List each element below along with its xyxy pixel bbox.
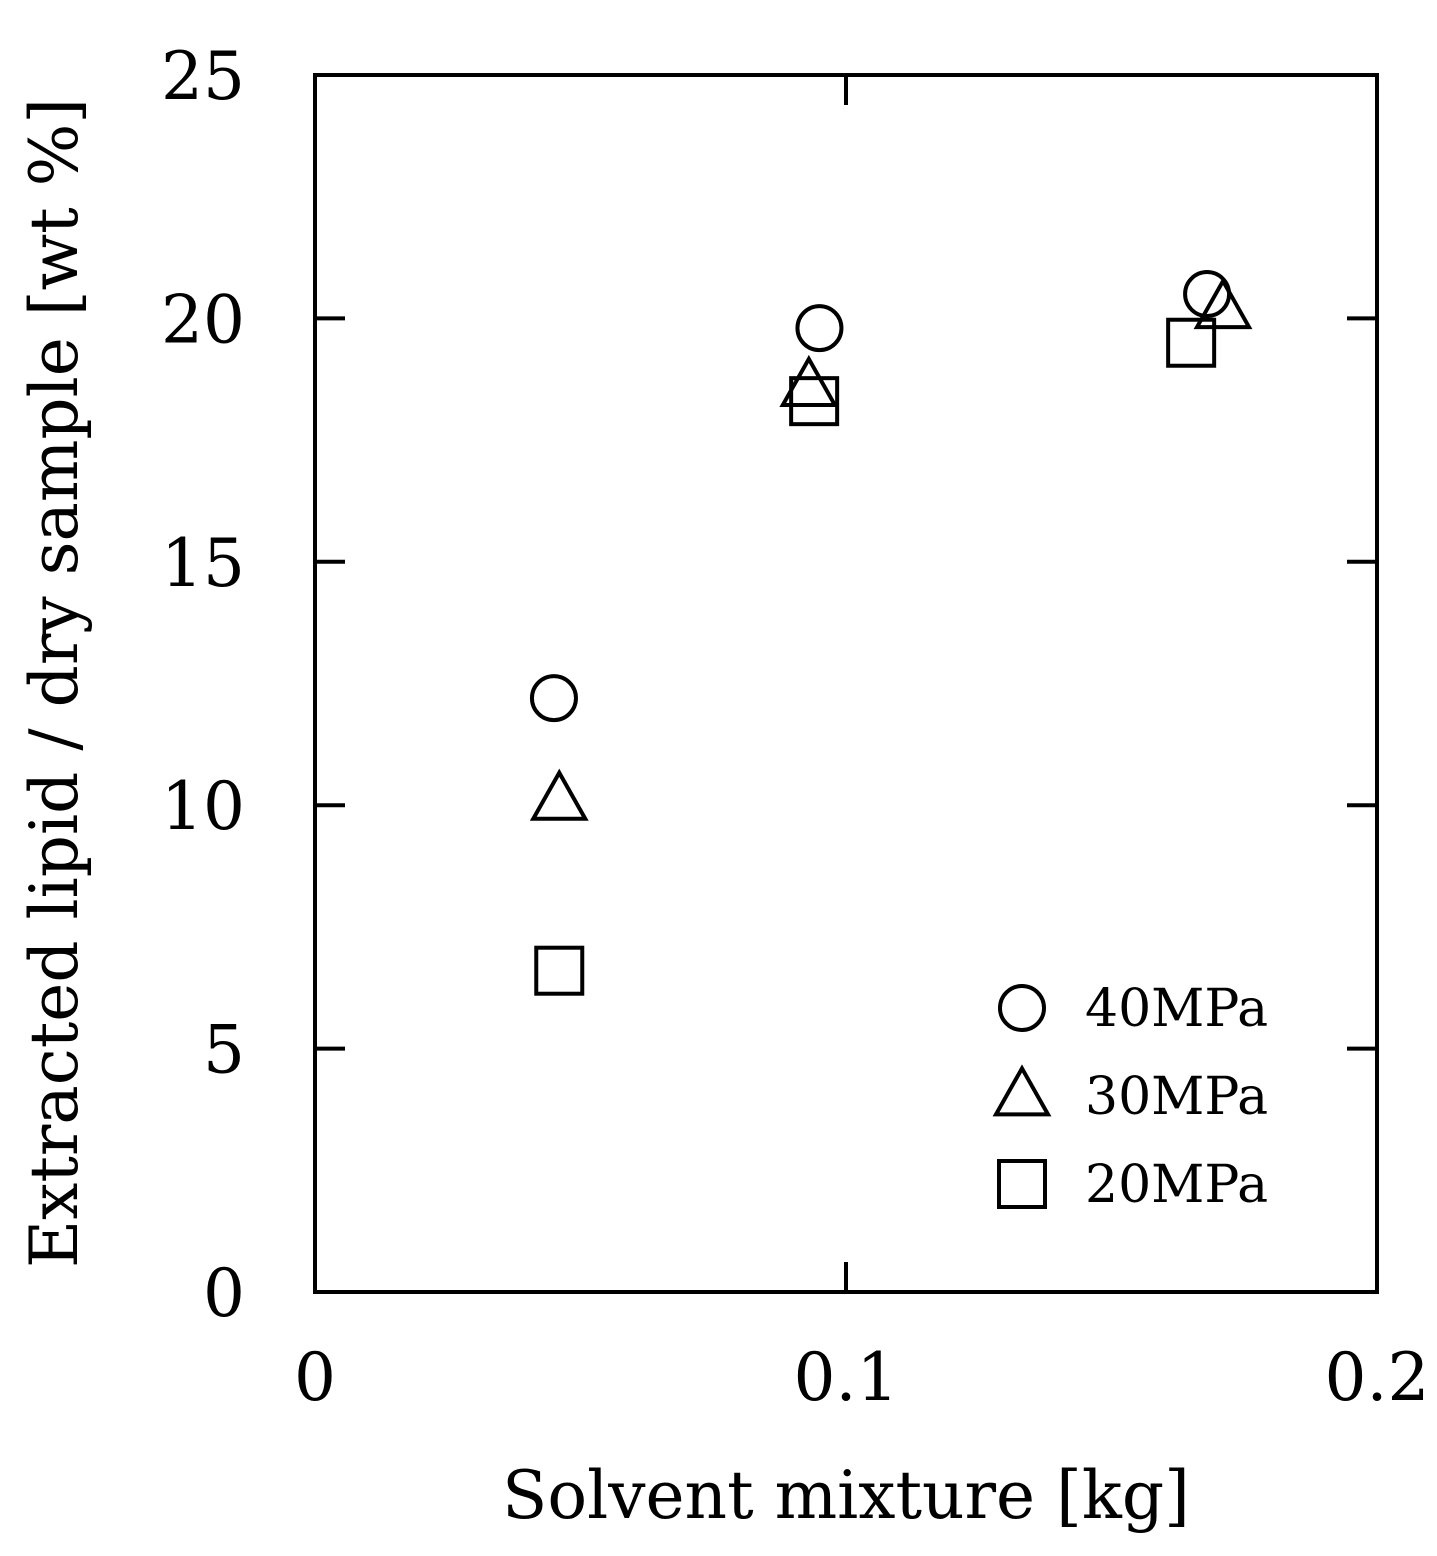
legend-label: 30MPa — [1085, 1067, 1268, 1127]
y-axis-title: Extracted lipid / dry sample [wt %] — [16, 98, 93, 1268]
y-tick-label: 10 — [161, 768, 245, 845]
y-tick-label: 15 — [161, 525, 245, 602]
data-point-circle — [529, 674, 578, 723]
x-axis-title: Solvent mixture [kg] — [502, 1457, 1190, 1534]
data-point-circle — [795, 304, 844, 353]
legend: 40MPa 30MPa 20MPa — [992, 979, 1268, 1215]
data-point-triangle — [1193, 276, 1253, 330]
legend-marker-triangle — [992, 1064, 1052, 1117]
y-tick-label: 5 — [203, 1012, 245, 1089]
axis-ticks — [315, 75, 1377, 1292]
data-point-square — [1166, 317, 1217, 368]
legend-marker-circle — [998, 984, 1046, 1032]
y-tick-label: 20 — [161, 281, 245, 358]
y-tick-label: 25 — [161, 38, 245, 115]
x-tick-label: 0.2 — [1325, 1339, 1430, 1416]
data-point-triangle — [529, 768, 589, 821]
axis-tick-labels: 0 0.1 0.2 0 5 10 15 20 25 — [161, 38, 1429, 1416]
legend-label: 40MPa — [1085, 979, 1268, 1039]
x-tick-label: 0 — [294, 1339, 336, 1416]
legend-marker-square — [997, 1159, 1047, 1209]
y-tick-label: 0 — [203, 1255, 245, 1332]
data-markers — [529, 270, 1253, 996]
data-point-square — [534, 945, 585, 996]
data-point-square — [789, 376, 840, 427]
x-tick-label: 0.1 — [794, 1339, 899, 1416]
legend-label: 20MPa — [1085, 1155, 1268, 1215]
data-point-triangle — [779, 354, 839, 407]
